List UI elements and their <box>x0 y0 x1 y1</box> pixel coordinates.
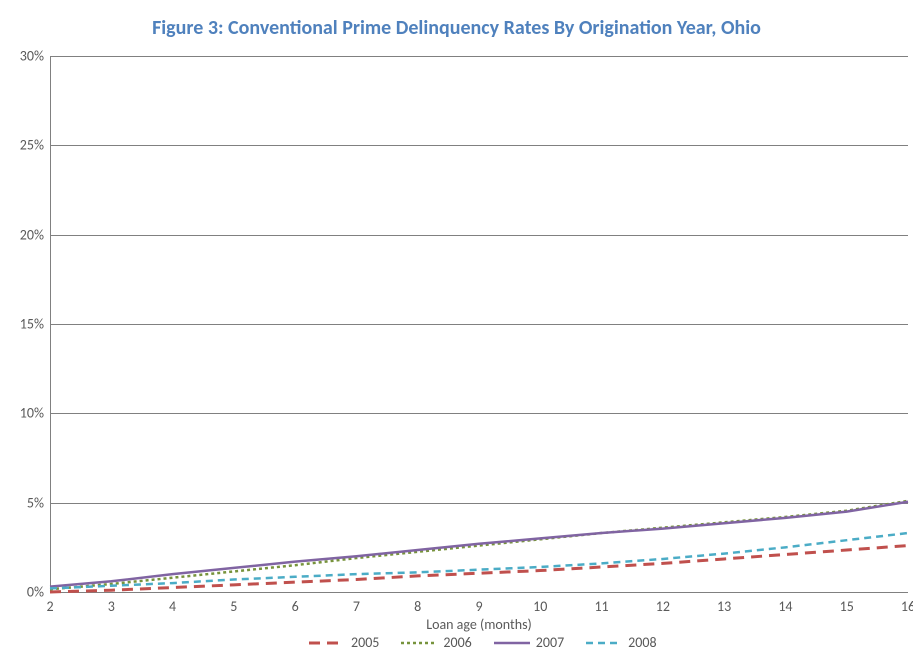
series-line-2006 <box>50 501 908 589</box>
legend-label: 2007 <box>536 634 564 651</box>
legend-swatch-2007 <box>494 637 530 649</box>
legend-item-2008: 2008 <box>586 634 656 651</box>
legend-label: 2006 <box>443 634 471 651</box>
legend-swatch-2005 <box>309 637 345 649</box>
legend-swatch-2006 <box>401 637 437 649</box>
series-line-2005 <box>50 546 908 592</box>
legend-label: 2008 <box>628 634 656 651</box>
series-line-2008 <box>50 533 908 588</box>
chart-container: Figure 3: Conventional Prime Delinquency… <box>0 0 913 663</box>
plot-svg <box>0 0 913 663</box>
legend: 2005 2006 2007 2008 <box>309 634 657 651</box>
legend-item-2007: 2007 <box>494 634 564 651</box>
legend-item-2005: 2005 <box>309 634 379 651</box>
legend-item-2006: 2006 <box>401 634 471 651</box>
legend-swatch-2008 <box>586 637 622 649</box>
series-line-2007 <box>50 502 908 587</box>
legend-label: 2005 <box>351 634 379 651</box>
